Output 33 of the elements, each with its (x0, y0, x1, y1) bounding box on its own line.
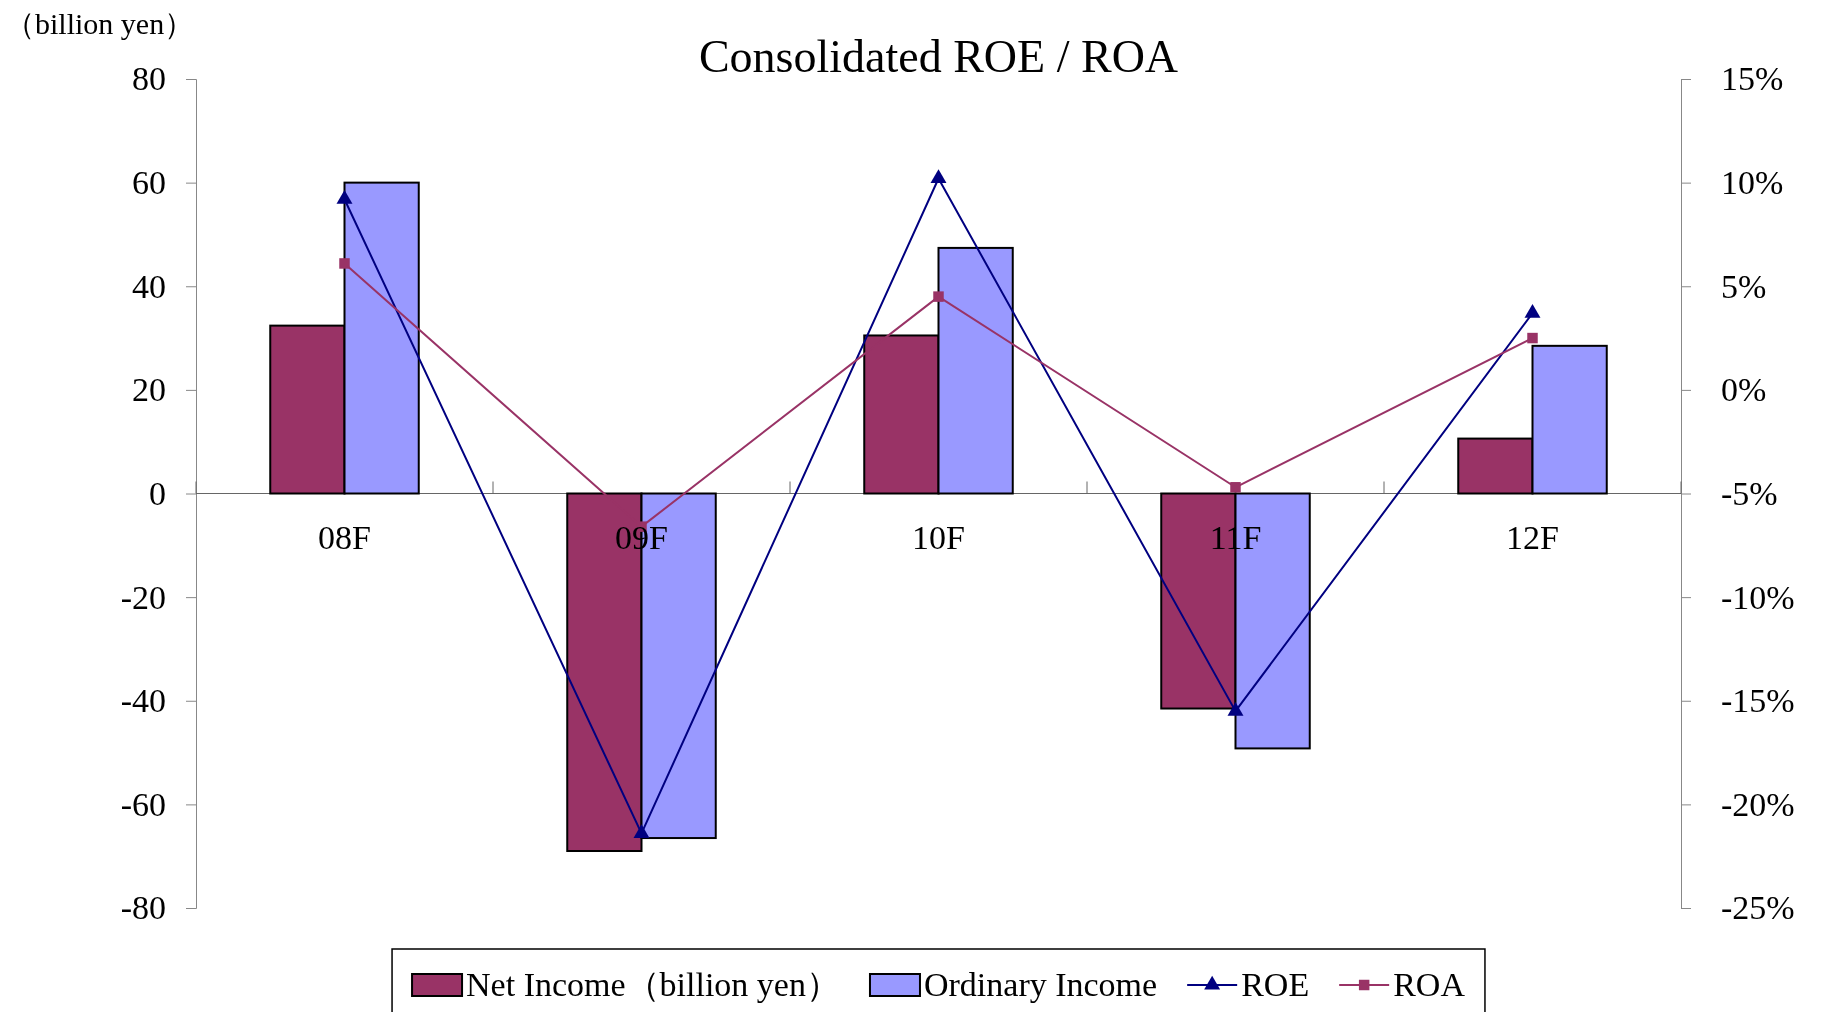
y-tick-label: 20 (132, 371, 166, 409)
y2-tick-label: -5% (1721, 474, 1778, 512)
point (1227, 701, 1244, 716)
legend-label: ROA (1393, 966, 1466, 1003)
y-tick-label: -60 (120, 785, 166, 823)
x-tick-label: 10F (912, 518, 965, 556)
y2-tick-label: -20% (1721, 785, 1795, 823)
y2-tick-label: 0% (1721, 371, 1767, 409)
y-tick-label: -40 (120, 682, 166, 720)
y-tick-label: 0 (149, 474, 166, 512)
point (339, 258, 350, 269)
y2-tick-label: -25% (1721, 889, 1795, 927)
y-axis-title: （billion yen） (5, 7, 195, 40)
y2-tick-label: 15% (1721, 60, 1784, 98)
legend-label: Net Income（billion yen） (466, 966, 840, 1003)
point (1527, 332, 1538, 344)
y2-tick-label: 10% (1721, 164, 1784, 202)
y2-tick-label: -15% (1721, 682, 1795, 720)
chart-title: Consolidated ROE / ROA (698, 31, 1179, 82)
point (633, 824, 650, 838)
y2-tick-label: -10% (1721, 578, 1795, 616)
y-tick-label: -20 (120, 578, 166, 616)
y-tick-label: -80 (120, 889, 166, 927)
x-tick-label: 08F (318, 518, 371, 556)
y-tick-label: 60 (132, 164, 166, 202)
y-tick-label: 40 (132, 267, 166, 305)
point (933, 291, 944, 302)
y-tick-label: 80 (132, 60, 166, 98)
legend-label: ROE (1241, 966, 1310, 1003)
point (1230, 482, 1241, 493)
x-tick-label: 12F (1506, 518, 1559, 556)
y2-tick-label: 5% (1721, 267, 1767, 305)
legend-label: Ordinary Income (923, 966, 1158, 1003)
